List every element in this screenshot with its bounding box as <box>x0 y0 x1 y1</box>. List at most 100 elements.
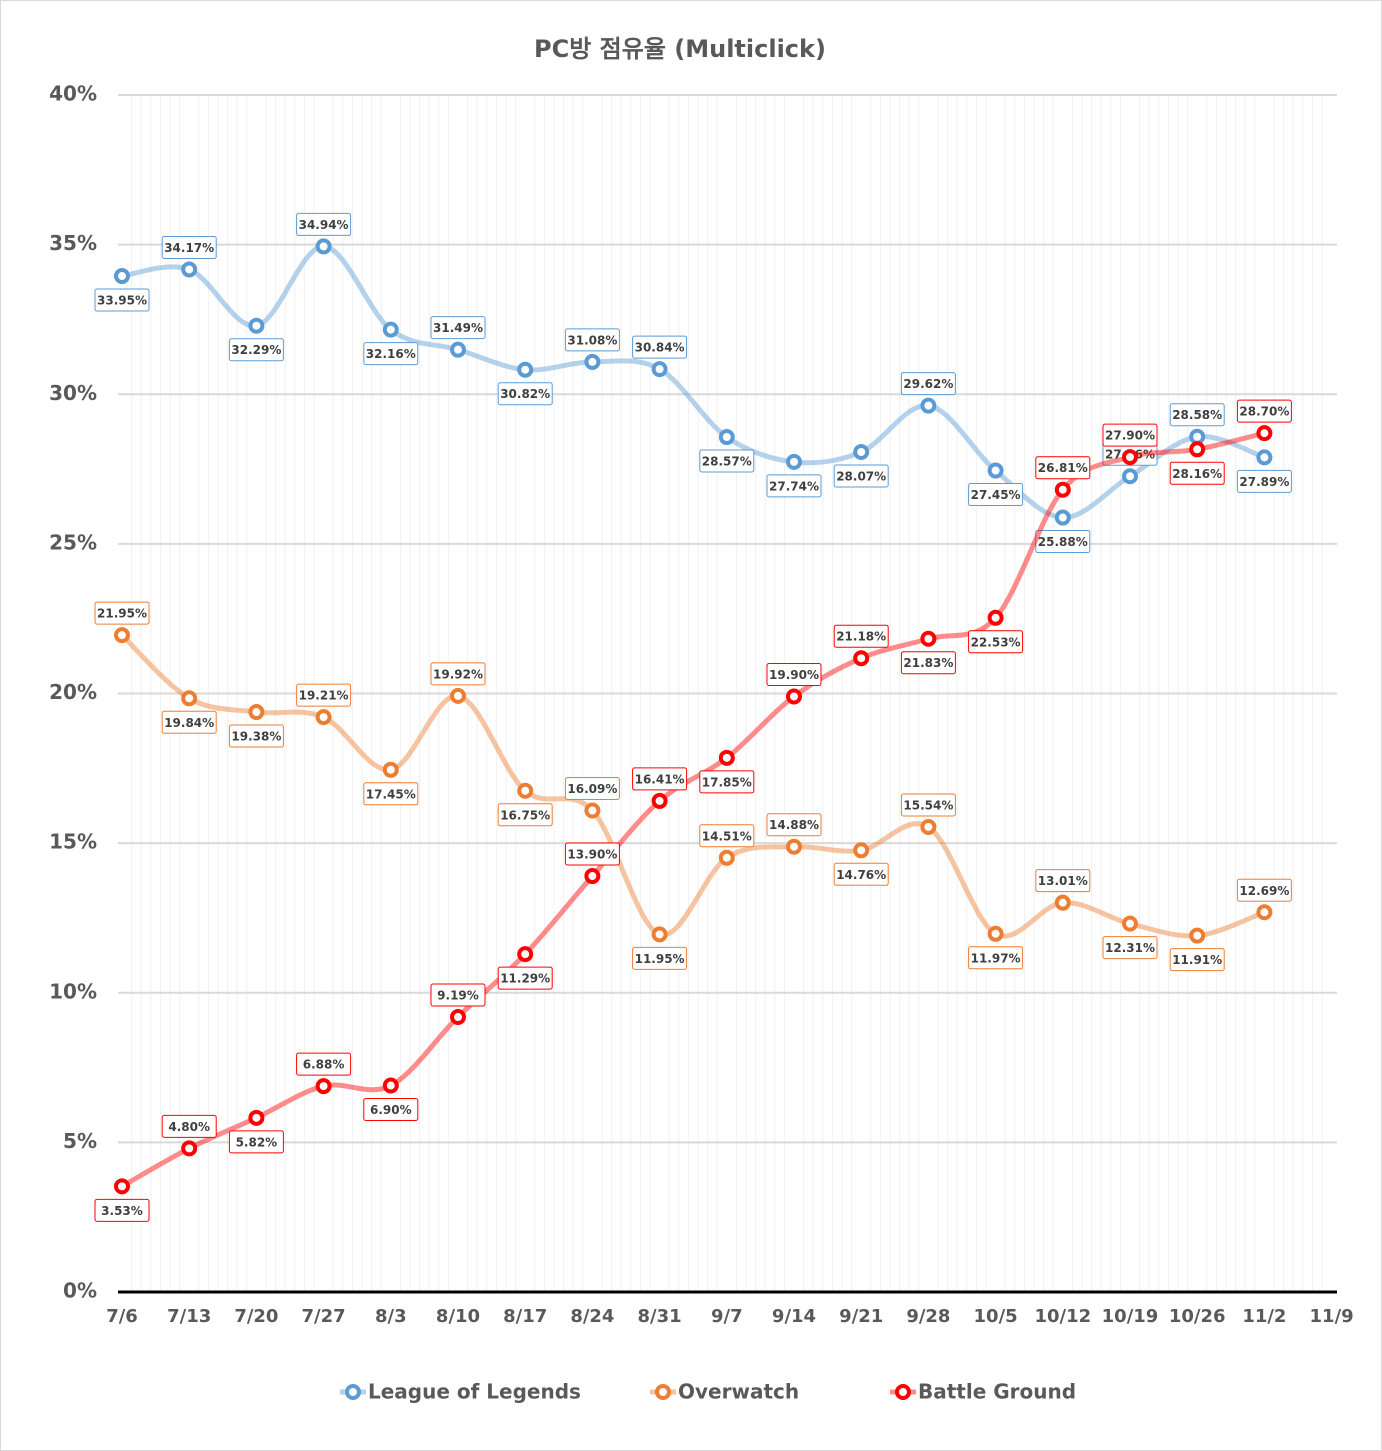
marker <box>651 926 668 943</box>
data-label-box <box>833 862 889 886</box>
marker <box>1189 927 1206 944</box>
marker <box>920 630 937 647</box>
data-label-box <box>632 767 688 791</box>
y-tick-label: 25% <box>49 530 97 554</box>
data-label-box <box>363 1098 419 1122</box>
data-label: 12.31% <box>1105 941 1155 955</box>
data-label-box <box>161 710 217 734</box>
marker <box>382 321 399 338</box>
data-label: 29.62% <box>903 377 953 391</box>
data-label: 19.84% <box>164 716 214 730</box>
data-label-box <box>497 382 553 406</box>
data-label: 11.29% <box>500 972 550 986</box>
data-label: 28.57% <box>702 455 752 469</box>
x-tick-label: 8/24 <box>570 1306 614 1327</box>
marker <box>1189 428 1206 445</box>
data-label-box <box>430 316 486 340</box>
data-label: 16.09% <box>567 782 617 796</box>
data-label: 25.88% <box>1038 535 1088 549</box>
y-tick-label: 30% <box>49 381 97 405</box>
x-tick-label: 10/19 <box>1102 1306 1159 1327</box>
x-tick-label: 7/13 <box>167 1306 211 1327</box>
data-label-box <box>833 624 889 648</box>
data-label: 14.76% <box>836 868 886 882</box>
x-tick-label: 7/20 <box>234 1306 278 1327</box>
data-label-box <box>228 1130 284 1154</box>
y-tick-label: 10% <box>49 979 97 1003</box>
data-label: 27.90% <box>1105 429 1155 443</box>
data-label-box <box>968 946 1024 970</box>
data-label: 33.95% <box>97 294 147 308</box>
data-label: 14.51% <box>702 829 752 843</box>
x-tick-label: 8/17 <box>503 1306 547 1327</box>
y-tick-label: 5% <box>63 1129 97 1153</box>
data-label-box <box>94 601 150 625</box>
marker <box>517 946 534 963</box>
x-tick-label: 11/2 <box>1242 1306 1286 1327</box>
x-tick-label: 7/27 <box>302 1306 346 1327</box>
data-label: 21.95% <box>97 607 147 621</box>
marker <box>1256 449 1273 466</box>
legend-marker <box>345 1384 361 1400</box>
data-label-box <box>1169 403 1225 427</box>
data-label: 11.91% <box>1172 953 1222 967</box>
data-label-box <box>1102 423 1158 447</box>
data-label: 30.84% <box>635 341 685 355</box>
data-label: 21.83% <box>903 656 953 670</box>
marker <box>786 688 802 705</box>
marker <box>382 1077 399 1094</box>
data-label: 32.16% <box>366 347 416 361</box>
legend-marker <box>895 1384 911 1400</box>
data-label: 27.45% <box>971 488 1021 502</box>
data-label: 9.19% <box>437 988 479 1002</box>
marker <box>920 397 937 414</box>
data-label: 34.17% <box>164 241 214 255</box>
data-label: 6.88% <box>303 1058 345 1072</box>
marker <box>853 650 870 667</box>
data-label-box <box>161 1114 217 1138</box>
marker <box>517 782 534 799</box>
data-label: 11.95% <box>635 952 685 966</box>
marker <box>382 761 399 778</box>
data-label-box <box>1169 461 1225 485</box>
data-label-box <box>766 813 822 837</box>
data-label-box <box>900 372 956 396</box>
data-label: 22.53% <box>971 635 1021 649</box>
y-tick-label: 40% <box>49 82 97 106</box>
marker <box>651 361 668 378</box>
x-tick-label: 10/26 <box>1169 1306 1226 1327</box>
marker <box>114 1178 130 1195</box>
marker <box>987 925 1004 942</box>
x-tick-label: 11/9 <box>1310 1306 1354 1327</box>
data-label-box <box>296 683 352 707</box>
marker <box>517 361 534 378</box>
data-label: 27.89% <box>1239 475 1289 489</box>
x-tick-label: 9/28 <box>906 1306 950 1327</box>
x-tick-label: 10/12 <box>1034 1306 1091 1327</box>
marker <box>450 1008 466 1025</box>
data-label: 6.90% <box>370 1103 412 1117</box>
legend-label: Battle Ground <box>918 1380 1076 1404</box>
data-label: 28.70% <box>1239 405 1289 419</box>
marker <box>114 627 130 644</box>
marker <box>181 261 198 278</box>
marker <box>987 462 1004 479</box>
data-label: 28.16% <box>1172 467 1222 481</box>
data-label-box <box>161 235 217 259</box>
data-label-box <box>564 777 620 801</box>
data-label: 19.90% <box>769 668 819 682</box>
data-label-box <box>1236 878 1292 902</box>
legend-label: Overwatch <box>678 1380 799 1404</box>
x-tick-label: 7/6 <box>106 1306 138 1327</box>
data-label-box <box>1035 456 1091 480</box>
data-label: 13.90% <box>567 848 617 862</box>
marker <box>786 838 802 855</box>
data-label-box <box>363 782 419 806</box>
marker <box>584 802 601 819</box>
data-label-box <box>497 966 553 990</box>
y-tick-label: 15% <box>49 830 97 854</box>
marker <box>584 868 601 885</box>
marker <box>920 818 937 835</box>
marker <box>853 444 870 461</box>
